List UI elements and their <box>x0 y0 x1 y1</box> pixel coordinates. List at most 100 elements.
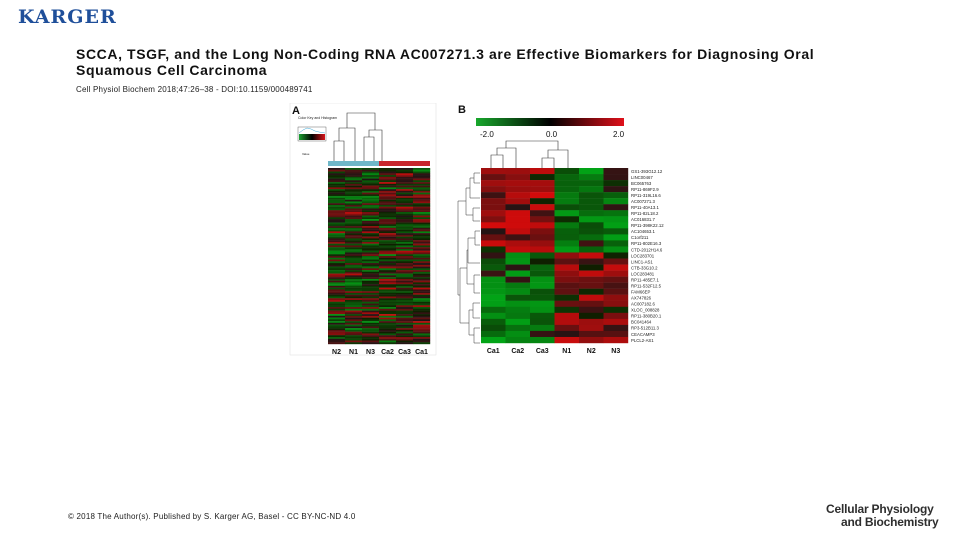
heatmap-a-cell <box>379 194 397 197</box>
heatmap-a-cell <box>379 256 397 258</box>
heatmap-a-cell <box>328 185 346 188</box>
heatmap-a-cell <box>345 273 363 276</box>
heatmap-a-cell <box>362 336 380 339</box>
heatmap-b-cell <box>554 264 580 271</box>
heatmap-a-cell <box>328 175 346 177</box>
heatmap-a-cell <box>328 321 346 324</box>
heatmap-a-cell <box>413 336 431 339</box>
heatmap-b-cell <box>530 264 555 271</box>
heatmap-a-cell <box>396 300 414 302</box>
heatmap-a-cell <box>328 171 346 174</box>
heatmap-a-cell <box>345 196 363 199</box>
gene-label: RP11-319L16.6 <box>631 193 661 198</box>
heatmap-b-cell <box>603 216 629 223</box>
heatmap-a-cell <box>396 278 414 281</box>
gene-label: LOC283701 <box>631 253 655 258</box>
heatmap-a-cell <box>362 231 380 234</box>
heatmap-a-cell <box>345 252 363 255</box>
scale-label-mid: 0.0 <box>546 130 558 139</box>
heatmap-a-cell <box>379 222 397 225</box>
heatmap-b-cell <box>579 198 604 205</box>
heatmap-a-cell <box>413 280 431 283</box>
heatmap-a-cell <box>379 187 397 190</box>
heatmap-a-cell <box>345 190 363 193</box>
heatmap-a-cell <box>345 294 363 297</box>
heatmap-a-cell <box>396 173 414 176</box>
heatmap-a-cell <box>396 250 414 253</box>
heatmap-a-cell <box>413 314 431 317</box>
heatmap-a-cell <box>362 252 380 255</box>
heatmap-a-cell <box>328 342 346 345</box>
heatmap-a-cell <box>396 335 414 338</box>
heatmap-b-cell <box>481 294 506 301</box>
heatmap-b-cell <box>603 234 629 241</box>
heatmap-a-cell <box>396 233 414 236</box>
heatmap-a-cell <box>328 199 346 202</box>
heatmap-a-cell <box>396 213 414 216</box>
heatmap-a-cell <box>413 278 431 281</box>
heatmap-a-cell <box>379 342 397 345</box>
heatmap-a-cell <box>345 307 363 309</box>
gene-label: AC007271.3 <box>631 199 656 204</box>
heatmap-a-cell <box>345 291 363 294</box>
gene-label: XLOC_008828 <box>631 308 660 313</box>
heatmap-a-cell <box>328 280 346 283</box>
heatmap-a-cell <box>362 326 380 329</box>
heatmap-a-cell <box>379 252 397 255</box>
heatmap-b-cell <box>481 258 506 265</box>
heatmap-a-cell <box>328 245 346 248</box>
heatmap-a-cell <box>413 340 431 343</box>
heatmap-a-cell <box>379 284 397 287</box>
heatmap-a-cell <box>379 226 397 229</box>
heatmap-a-cell <box>379 273 397 276</box>
heatmap-a-cell <box>379 178 397 181</box>
heatmap-a-cell <box>362 176 380 179</box>
group-bar-cell <box>413 161 430 166</box>
heatmap-a-cell <box>328 227 346 230</box>
heatmap-a-cell <box>328 210 346 213</box>
heatmap-a-cell <box>362 245 380 248</box>
heatmap-b-cell <box>505 336 531 344</box>
heatmap-b-cell <box>579 234 604 241</box>
heatmap-a-cell <box>345 333 363 336</box>
heatmap-a-cell <box>345 300 363 302</box>
heatmap-a-cell <box>362 171 380 174</box>
heatmap-a-cell <box>328 333 346 336</box>
heatmap-b-cell <box>554 300 580 307</box>
heatmap-b-cell <box>554 324 580 332</box>
heatmap-a-cell <box>413 248 431 251</box>
heatmap-a-cell <box>379 270 397 273</box>
heatmap-b-cell <box>579 246 604 253</box>
heatmap-a-cell <box>328 219 346 221</box>
heatmap-a-cell <box>362 289 380 292</box>
heatmap-a-cell <box>362 280 380 283</box>
group-bar-cell <box>362 161 379 166</box>
heatmap-b-cell <box>481 306 506 314</box>
heatmap-a-cell <box>396 287 414 290</box>
heatmap-a-cell <box>328 261 346 264</box>
gene-label: GS1-393G12.12 <box>631 169 663 174</box>
heatmap-b-cell <box>530 210 555 217</box>
heatmap-a-cell <box>413 201 431 204</box>
heatmap-a-cell <box>396 241 414 244</box>
heatmap-b-cell <box>505 300 531 307</box>
heatmap-a-cell <box>396 192 414 195</box>
heatmap-b-cell <box>579 330 604 338</box>
heatmap-a-cell <box>413 326 431 329</box>
heatmap-b-cell <box>554 330 580 338</box>
heatmap-b-cell <box>481 336 506 344</box>
heatmap-a-cell <box>328 282 346 285</box>
heatmap-a-cell <box>362 219 380 221</box>
heatmap-a-cell <box>345 289 363 292</box>
heatmap-a-cell <box>345 234 363 237</box>
heatmap-a-cell <box>328 222 346 225</box>
heatmap-a-cell <box>396 182 414 185</box>
heatmap-a-cell <box>328 192 346 195</box>
heatmap-a-cell <box>413 273 431 276</box>
heatmap-a-cell <box>328 201 346 204</box>
heatmap-b-cell <box>603 174 629 181</box>
heatmap-b-cell <box>481 330 506 338</box>
heatmap-a-cell <box>413 324 431 327</box>
figure: A Color Key and Histogram Value <box>289 103 670 357</box>
heatmap-a-cell <box>379 254 397 257</box>
